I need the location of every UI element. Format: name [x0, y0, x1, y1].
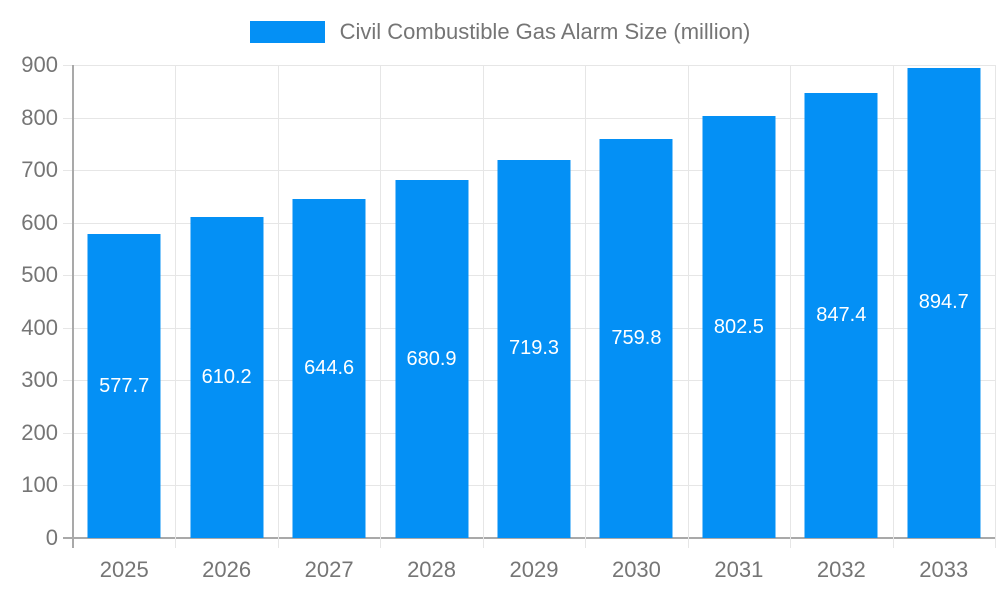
y-tick-label-0: 0 [45, 525, 58, 550]
plot-area: 577.7 610.2 644.6 680.9 719.3 759.8 802.5 847.4… [63, 65, 996, 548]
x-tick-label-2026: 2026 [202, 557, 252, 582]
bar-value-label-2027: 644.6 [304, 357, 355, 380]
bars-layer: 577.7 610.2 644.6 680.9 719.3 759.8 802.5 847.4… [73, 65, 995, 538]
y-tick-label-400: 400 [21, 314, 58, 340]
legend-swatch [249, 21, 325, 43]
x-axis-line [63, 537, 995, 539]
x-tick-label-2033: 2033 [919, 557, 969, 582]
y-axis-labels: 0 100 200 300 400 500 600 700 800 900 [0, 53, 58, 550]
bar-value-label-2032: 847.4 [816, 303, 867, 326]
x-tick-label-2030: 2030 [611, 557, 661, 582]
gridline-h-800 [63, 117, 995, 119]
gridline-h-900 [63, 65, 995, 66]
bar-2032: 847.4 [804, 92, 878, 538]
y-tick-label-300: 300 [21, 367, 58, 393]
bar-2026: 610.2 [190, 217, 264, 538]
y-tick-label-800: 800 [21, 104, 58, 130]
x-tick-label-2027: 2027 [304, 557, 354, 582]
bar-2025: 577.7 [87, 234, 161, 538]
y-tick-label-500: 500 [21, 262, 58, 288]
bar-value-label-2029: 719.3 [508, 337, 560, 360]
bar-value-label-2033: 894.7 [918, 291, 969, 314]
gridline-v-1 [175, 65, 177, 548]
gridline-v-5 [585, 65, 587, 548]
gridline-v-3 [380, 65, 382, 548]
gridline-v-2 [277, 65, 279, 548]
x-axis-labels: 2025 2026 2027 2028 2029 2030 2031 2032 2033 [73, 552, 995, 588]
bar-2031: 802.5 [702, 116, 776, 538]
bar-2033: 894.7 [907, 67, 981, 538]
x-tick-label-2025: 2025 [99, 557, 149, 582]
x-tick-label-2028: 2028 [407, 557, 457, 582]
gridline-v-4 [482, 65, 484, 548]
gridline-v-9 [995, 65, 996, 548]
legend-label: Civil Combustible Gas Alarm Size (millio… [339, 19, 751, 44]
y-tick-label-200: 200 [21, 419, 58, 445]
bar-value-label-2030: 759.8 [611, 326, 662, 349]
y-tick-label-700: 700 [21, 157, 58, 183]
y-tick-label-900: 900 [21, 52, 58, 77]
legend-item[interactable]: Civil Combustible Gas Alarm Size (millio… [0, 20, 1000, 44]
x-tick-label-2031: 2031 [714, 557, 764, 582]
bar-value-label-2031: 802.5 [713, 315, 764, 338]
bar-value-label-2028: 680.9 [406, 347, 457, 370]
bar-value-label-2026: 610.2 [201, 366, 252, 389]
bar-2027: 644.6 [292, 199, 366, 538]
bar-2030: 759.8 [599, 138, 673, 538]
y-axis-line [72, 65, 74, 548]
bar-2028: 680.9 [395, 180, 469, 538]
bar-2029: 719.3 [497, 159, 571, 538]
gridline-v-6 [687, 65, 689, 548]
bar-value-label-2025: 577.7 [99, 374, 150, 397]
gridline-v-7 [790, 65, 792, 548]
x-tick-label-2032: 2032 [816, 557, 866, 582]
y-tick-label-600: 600 [21, 209, 58, 235]
gridline-v-8 [892, 65, 894, 548]
y-tick-label-100: 100 [21, 472, 58, 498]
x-tick-label-2029: 2029 [509, 557, 559, 582]
